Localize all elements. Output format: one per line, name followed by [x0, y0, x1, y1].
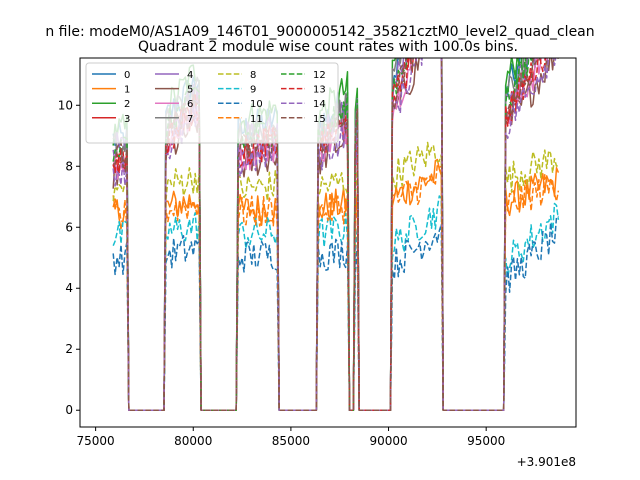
series-line-8 — [112, 141, 559, 411]
legend-label-1: 1 — [124, 85, 130, 96]
legend-label-14: 14 — [313, 99, 326, 110]
x-tick-label: 90000 — [369, 434, 407, 448]
legend-box — [85, 62, 339, 144]
series-line-1 — [112, 158, 560, 411]
y-tick-label: 2 — [65, 342, 73, 356]
y-tick-label: 6 — [65, 220, 73, 234]
y-axis: 0 2 4 6 8 10 — [58, 98, 80, 417]
legend-label-7: 7 — [187, 114, 193, 125]
legend-label-4: 4 — [187, 70, 193, 81]
legend-label-15: 15 — [313, 114, 326, 125]
series-line-10 — [112, 215, 559, 411]
legend-label-13: 13 — [313, 85, 326, 96]
x-tick-label: 95000 — [467, 434, 505, 448]
legend-label-9: 9 — [250, 85, 256, 96]
y-tick-label: 0 — [65, 403, 73, 417]
legend-label-10: 10 — [250, 99, 263, 110]
x-axis: 75000 80000 85000 90000 95000 — [77, 427, 505, 448]
legend-label-3: 3 — [124, 114, 130, 125]
chart-suptitle: n file: modeM0/AS1A09_146T01_9000005142_… — [45, 24, 594, 40]
x-offset-label: +3.901e8 — [517, 455, 576, 469]
legend-label-11: 11 — [250, 114, 263, 125]
series-line-9 — [112, 195, 560, 411]
legend-label-12: 12 — [313, 70, 326, 81]
chart-title: Quadrant 2 module wise count rates with … — [138, 39, 518, 55]
legend-label-2: 2 — [124, 99, 130, 110]
series-group — [112, 58, 560, 411]
legend-label-0: 0 — [124, 70, 130, 81]
plot-lines — [112, 58, 560, 411]
legend-label-8: 8 — [250, 70, 256, 81]
legend-label-6: 6 — [187, 99, 193, 110]
legend-label-5: 5 — [187, 85, 193, 96]
y-tick-label: 8 — [65, 159, 73, 173]
plot-frame — [79, 57, 577, 428]
x-tick-label: 75000 — [77, 434, 115, 448]
x-tick-label: 85000 — [272, 434, 310, 448]
y-tick-label: 10 — [58, 98, 73, 112]
x-tick-label: 80000 — [174, 434, 212, 448]
y-tick-label: 4 — [65, 281, 73, 295]
